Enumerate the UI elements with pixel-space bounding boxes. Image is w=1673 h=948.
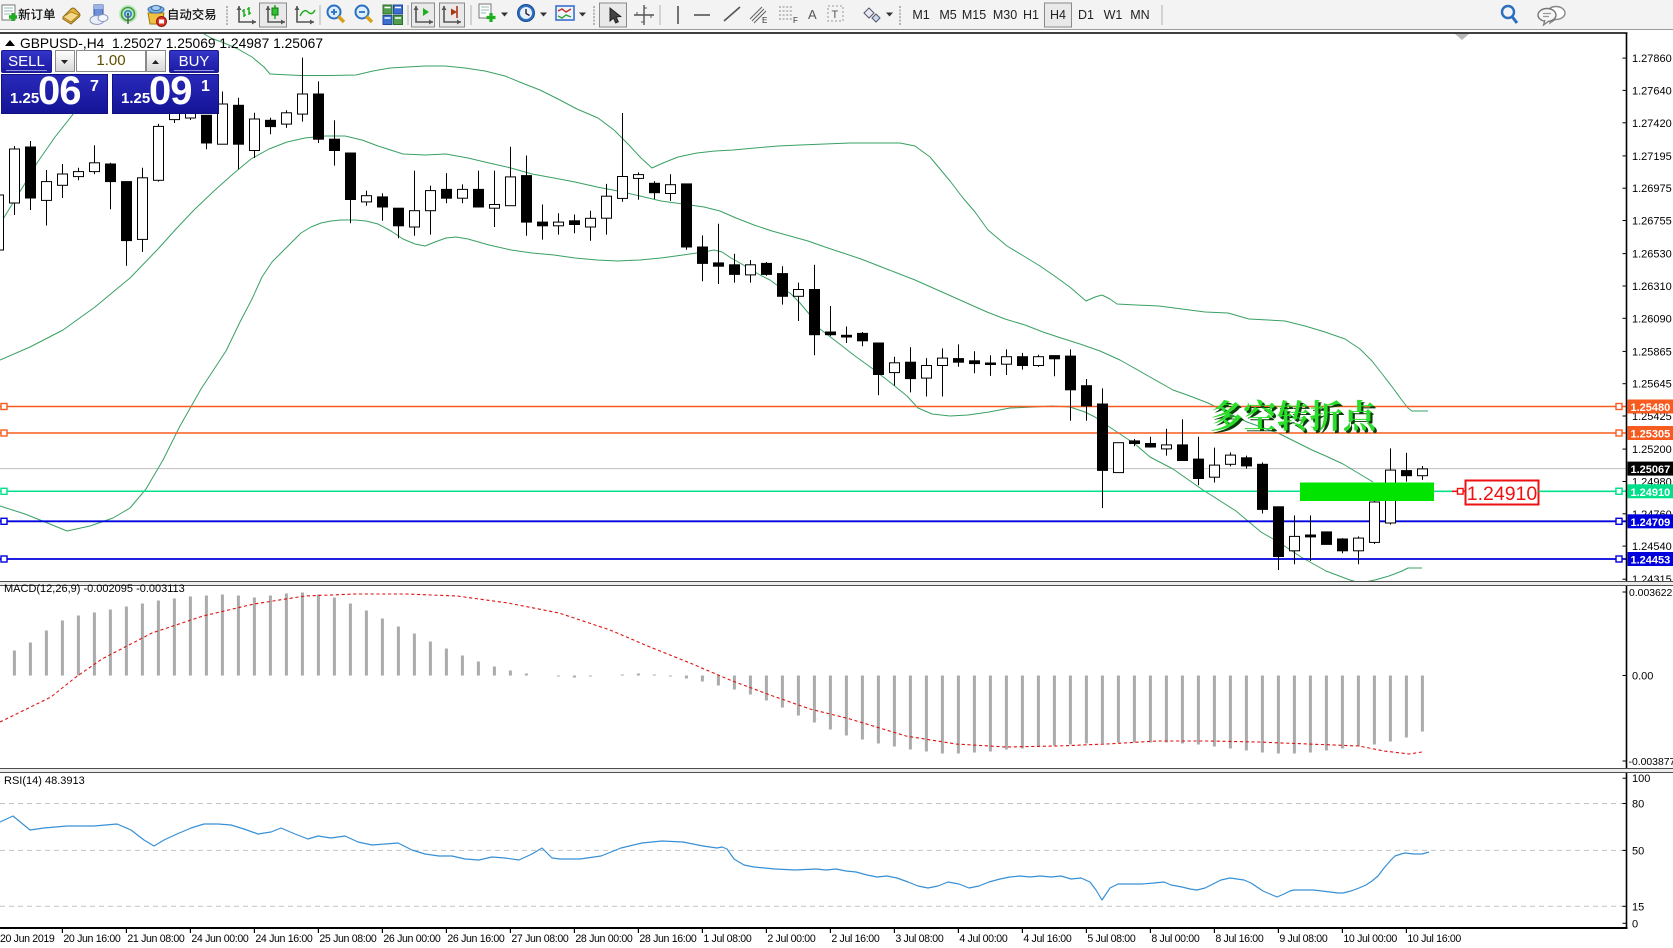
svg-text:0.003622: 0.003622 — [1629, 588, 1673, 599]
svg-text:26 Jun 00:00: 26 Jun 00:00 — [383, 933, 441, 945]
svg-text:1.25645: 1.25645 — [1632, 379, 1672, 391]
svg-text:1.25200: 1.25200 — [1632, 444, 1672, 456]
svg-text:50: 50 — [1632, 845, 1644, 857]
svg-text:21 Jun 08:00: 21 Jun 08:00 — [127, 933, 185, 945]
svg-text:0.00: 0.00 — [1632, 671, 1653, 683]
svg-text:1.24910: 1.24910 — [1467, 483, 1538, 505]
svg-text:10 Jul 16:00: 10 Jul 16:00 — [1407, 933, 1461, 945]
svg-text:1.25480: 1.25480 — [1631, 402, 1671, 414]
svg-text:1.24910: 1.24910 — [1631, 487, 1671, 499]
svg-text:F: F — [793, 16, 798, 25]
svg-text:1.26530: 1.26530 — [1632, 249, 1672, 261]
svg-text:1.26975: 1.26975 — [1632, 183, 1672, 195]
svg-text:20 Jun 2019: 20 Jun 2019 — [0, 933, 55, 945]
svg-text:1.26310: 1.26310 — [1632, 281, 1672, 293]
svg-text:W1: W1 — [1104, 8, 1123, 22]
svg-text:1.27420: 1.27420 — [1632, 118, 1672, 130]
svg-text:10 Jul 00:00: 10 Jul 00:00 — [1343, 933, 1397, 945]
svg-text:27 Jun 08:00: 27 Jun 08:00 — [511, 933, 569, 945]
svg-text:1.26090: 1.26090 — [1632, 313, 1672, 325]
svg-text:8 Jul 16:00: 8 Jul 16:00 — [1215, 933, 1263, 945]
svg-text:1.27195: 1.27195 — [1632, 151, 1672, 163]
svg-text:1.27640: 1.27640 — [1632, 85, 1672, 97]
svg-text:1.24540: 1.24540 — [1632, 541, 1672, 553]
svg-text:H1: H1 — [1023, 8, 1039, 22]
svg-text:M15: M15 — [962, 8, 986, 22]
svg-text:H4: H4 — [1050, 8, 1066, 22]
svg-text:E: E — [762, 16, 767, 25]
svg-text:0: 0 — [1632, 918, 1638, 930]
svg-text:5 Jul 08:00: 5 Jul 08:00 — [1087, 933, 1135, 945]
svg-text:1.25865: 1.25865 — [1632, 346, 1672, 358]
svg-text:1.25425: 1.25425 — [1632, 411, 1672, 423]
svg-text:MACD(12,26,9) -0.002095 -0.003: MACD(12,26,9) -0.002095 -0.003113 — [4, 583, 185, 595]
svg-text:1.25305: 1.25305 — [1631, 429, 1671, 441]
svg-text:28 Jun 16:00: 28 Jun 16:00 — [639, 933, 697, 945]
svg-text:M5: M5 — [939, 8, 956, 22]
svg-text:8 Jul 00:00: 8 Jul 00:00 — [1151, 933, 1199, 945]
svg-text:20 Jun 16:00: 20 Jun 16:00 — [63, 933, 121, 945]
svg-text:100: 100 — [1632, 773, 1650, 785]
svg-text:24 Jun 00:00: 24 Jun 00:00 — [191, 933, 249, 945]
svg-text:9 Jul 08:00: 9 Jul 08:00 — [1279, 933, 1327, 945]
svg-text:D1: D1 — [1078, 8, 1094, 22]
svg-text:15: 15 — [1632, 901, 1644, 913]
svg-text:28 Jun 00:00: 28 Jun 00:00 — [575, 933, 633, 945]
svg-text:A: A — [808, 7, 817, 22]
svg-text:1.24453: 1.24453 — [1631, 555, 1671, 567]
svg-text:4 Jul 16:00: 4 Jul 16:00 — [1023, 933, 1071, 945]
svg-text:1.25067: 1.25067 — [1631, 464, 1671, 476]
svg-text:-0.003877: -0.003877 — [1629, 757, 1673, 768]
svg-text:2 Jul 00:00: 2 Jul 00:00 — [767, 933, 815, 945]
svg-text:1.27860: 1.27860 — [1632, 53, 1672, 65]
svg-text:T: T — [832, 9, 839, 21]
svg-text:25 Jun 08:00: 25 Jun 08:00 — [319, 933, 377, 945]
svg-text:M1: M1 — [912, 8, 929, 22]
svg-text:1.26755: 1.26755 — [1632, 216, 1672, 228]
svg-text:RSI(14) 48.3913: RSI(14) 48.3913 — [4, 775, 85, 787]
svg-text:GBPUSD-,H4 1.25027 1.25069 1.: GBPUSD-,H4 1.25027 1.25069 1.24987 1.250… — [20, 36, 323, 51]
svg-text:1 Jul 08:00: 1 Jul 08:00 — [703, 933, 751, 945]
svg-text:80: 80 — [1632, 799, 1644, 811]
svg-text:24 Jun 16:00: 24 Jun 16:00 — [255, 933, 313, 945]
svg-text:4 Jul 00:00: 4 Jul 00:00 — [959, 933, 1007, 945]
svg-text:M30: M30 — [993, 8, 1017, 22]
svg-text:MN: MN — [1130, 8, 1149, 22]
svg-text:26 Jun 16:00: 26 Jun 16:00 — [447, 933, 505, 945]
svg-text:1.24709: 1.24709 — [1631, 517, 1671, 529]
svg-text:3 Jul 08:00: 3 Jul 08:00 — [895, 933, 943, 945]
svg-text:2 Jul 16:00: 2 Jul 16:00 — [831, 933, 879, 945]
